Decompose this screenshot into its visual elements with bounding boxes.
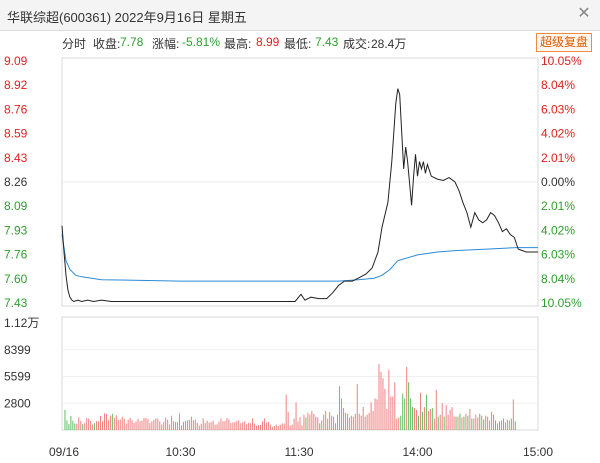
price-tick-label: 9.09: [4, 54, 28, 68]
time-tick-label: 11:30: [284, 445, 313, 459]
percent-tick-label: 10.05%: [541, 296, 582, 310]
volume-value: 28.4万: [371, 37, 407, 51]
close-icon[interactable]: ✕: [577, 5, 591, 22]
change-value: -5.81%: [182, 35, 221, 49]
volume-panel-frame: [61, 316, 539, 431]
percent-tick-label: 2.01%: [541, 151, 575, 165]
percent-tick-label: 0.00%: [541, 175, 575, 189]
price-tick-label: 8.92: [4, 78, 28, 92]
low-label: 最低:: [284, 37, 312, 51]
close-price-label: 收盘:: [93, 37, 121, 51]
price-tick-label: 7.60: [4, 272, 28, 286]
percent-tick-label: 6.03%: [541, 102, 575, 116]
window-title: 华联综超(600361) 2022年9月16日 星期五: [7, 10, 247, 25]
high-label: 最高:: [224, 37, 252, 51]
volume-tick-label: 8399: [4, 343, 31, 357]
price-tick-label: 7.76: [4, 248, 28, 262]
time-tick-label: 09/16: [49, 445, 79, 459]
close-price-value: 7.78: [120, 35, 144, 49]
percent-tick-label: 2.01%: [541, 199, 575, 213]
price-tick-label: 7.93: [4, 223, 28, 237]
title-bar: 华联综超(600361) 2022年9月16日 星期五 ✕: [0, 0, 600, 31]
percent-tick-label: 4.02%: [541, 223, 575, 237]
price-tick-label: 8.43: [4, 151, 28, 165]
volume-tick-label: 5599: [4, 370, 31, 384]
price-tick-label: 8.76: [4, 102, 28, 116]
time-tick-label: 10:30: [165, 445, 195, 459]
time-tick-label: 15:00: [523, 445, 553, 459]
percent-tick-label: 8.04%: [541, 78, 575, 92]
super-replay-button[interactable]: 超级复盘: [535, 33, 592, 52]
percent-tick-label: 10.05%: [541, 54, 582, 68]
high-value: 8.99: [256, 35, 280, 49]
average-price-line: [61, 234, 538, 282]
price-tick-label: 8.59: [4, 127, 28, 141]
info-bar: 分时 收盘: 7.78 涨幅: -5.81% 最高: 8.99 最低: 7.43…: [0, 33, 600, 53]
percent-tick-label: 8.04%: [541, 272, 575, 286]
price-tick-label: 8.26: [4, 175, 28, 189]
volume-label: 成交:: [343, 37, 371, 51]
low-value: 7.43: [315, 35, 339, 49]
volume-tick-label: 2800: [4, 396, 31, 410]
price-tick-label: 8.09: [4, 199, 28, 213]
change-label: 涨幅:: [152, 37, 180, 51]
volume-tick-label: 1.12万: [4, 316, 39, 330]
percent-tick-label: 6.03%: [541, 248, 575, 262]
percent-tick-label: 4.02%: [541, 127, 575, 141]
price-line: [61, 88, 538, 303]
price-tick-label: 7.43: [4, 296, 28, 310]
time-tick-label: 14:00: [403, 445, 433, 459]
tab-intraday[interactable]: 分时: [62, 37, 87, 51]
